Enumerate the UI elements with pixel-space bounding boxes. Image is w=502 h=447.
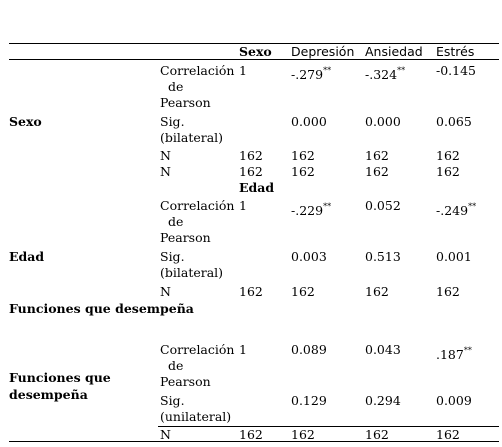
n-value: 162 [436,148,460,163]
n-value: 162 [239,164,263,179]
sig-value: 0.003 [291,249,327,264]
n-value: 162 [239,148,263,163]
n-value: 162 [239,284,263,299]
sig-value: 0.513 [365,249,401,264]
corr-value: 0.043 [365,342,401,357]
last-row-rule [158,426,499,427]
corr-value: -.279** [291,66,332,82]
row-label-funciones-l1: Funciones que [9,370,111,385]
n-value: 162 [291,284,315,299]
sig-value: 0.129 [291,393,327,408]
n-value: 162 [291,148,315,163]
corr-value: -.249** [436,202,477,218]
corr-label-l2: de [168,358,184,373]
corr-label-l1: Correlación [160,342,235,357]
n-label: N [160,164,171,179]
sig-value: 0.065 [436,114,472,129]
sig-value: 0.001 [436,249,472,264]
sig-value: 0.294 [365,393,401,408]
corr-label-l2: de [168,214,184,229]
col-header-edad: Edad [239,180,275,195]
corr-value: 0.089 [291,342,327,357]
sig-label-l2: (unilateral) [160,409,232,424]
corr-value: 1 [239,198,247,213]
n-value: 162 [365,164,389,179]
row-label-sexo: Sexo [9,114,42,129]
col-header-sexo: Sexo [239,44,272,59]
sig-value: 0.000 [365,114,401,129]
row-label-edad: Edad [9,249,45,264]
n-label: N [160,427,171,442]
n-value: 162 [291,164,315,179]
col-header-estres: Estrés [436,44,475,59]
corr-value: -0.145 [436,63,477,78]
corr-value: -.324** [365,66,406,82]
sig-label-l2: (bilateral) [160,265,224,280]
col-header-ansiedad: Ansiedad [365,44,423,59]
n-value: 162 [365,427,389,442]
corr-label-l1: Correlación [160,198,235,213]
n-value: 162 [436,284,460,299]
n-label: N [160,148,171,163]
n-value: 162 [291,427,315,442]
corr-value: .187** [436,346,472,362]
col-header-depresion: Depresión [291,44,355,59]
corr-value: -.229** [291,202,332,218]
sig-label-l2: (bilateral) [160,130,224,145]
n-value: 162 [365,148,389,163]
corr-label-l3: Pearson [160,95,211,110]
n-label: N [160,284,171,299]
sig-label-l1: Sig. [160,393,185,408]
n-value: 162 [239,427,263,442]
corr-value: 1 [239,63,247,78]
n-value: 162 [436,427,460,442]
corr-label-l2: de [168,79,184,94]
corr-value: 1 [239,342,247,357]
sig-value: 0.000 [291,114,327,129]
row-label-funciones-l2: desempeña [9,387,88,402]
corr-label-l3: Pearson [160,230,211,245]
corr-label-l3: Pearson [160,374,211,389]
bottom-rule [9,441,499,442]
top-rule [9,43,499,44]
sig-label-l1: Sig. [160,249,185,264]
corr-label-l1: Correlación [160,63,235,78]
n-value: 162 [365,284,389,299]
corr-value: 0.052 [365,198,401,213]
col-header-funciones: Funciones que desempeña [9,301,194,316]
sig-label-l1: Sig. [160,114,185,129]
sig-value: 0.009 [436,393,472,408]
header-rule [9,59,499,60]
n-value: 162 [436,164,460,179]
